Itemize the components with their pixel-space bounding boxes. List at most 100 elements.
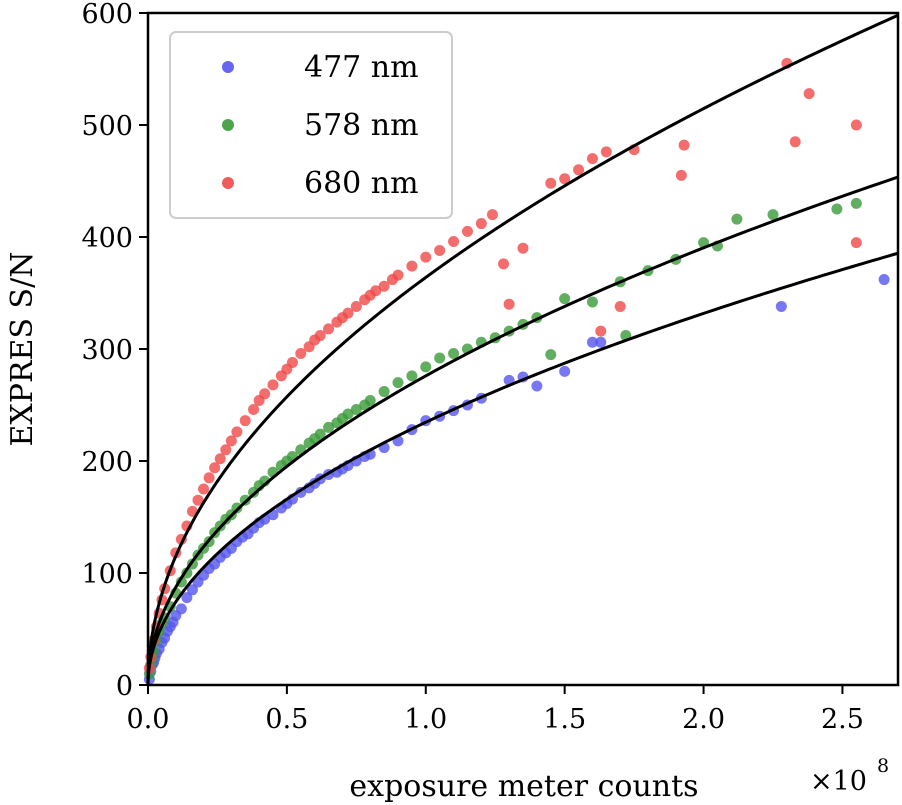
legend: 477 nm 578 nm 680 nm: [169, 31, 453, 219]
y-tick-label: 200: [81, 447, 133, 478]
legend-marker: [222, 177, 234, 189]
data-point-680-nm: [803, 88, 815, 100]
data-point-578-nm: [850, 197, 862, 209]
y-tick-label: 400: [81, 223, 133, 254]
data-point-578-nm: [434, 352, 446, 364]
data-point-680-nm: [225, 435, 237, 447]
x-tick-label: 0.0: [127, 704, 170, 735]
data-point-680-nm: [295, 347, 307, 359]
data-point-680-nm: [378, 280, 390, 292]
ticks-layer: 0.0 0.5 1.0 1.5 2.0 2.5 0 100 200 300 400 500 600: [81, 0, 863, 735]
data-point-680-nm: [517, 242, 529, 254]
data-point-680-nm: [498, 258, 510, 270]
data-point-680-nm: [323, 323, 335, 335]
data-point-680-nm: [203, 472, 215, 484]
data-point-477-nm: [586, 336, 598, 348]
legend-marker: [222, 119, 234, 131]
data-point-680-nm: [239, 415, 251, 427]
data-point-680-nm: [342, 307, 354, 319]
data-point-477-nm: [595, 336, 607, 348]
legend-label: 578 nm: [304, 108, 419, 143]
data-point-680-nm: [209, 462, 221, 474]
y-axis-label: EXPRES S/N: [5, 252, 40, 447]
data-point-680-nm: [573, 164, 585, 176]
data-point-477-nm: [559, 365, 571, 377]
data-point-578-nm: [364, 395, 376, 407]
data-point-680-nm: [559, 173, 571, 185]
data-point-680-nm: [370, 285, 382, 297]
data-point-680-nm: [486, 209, 498, 221]
data-point-680-nm: [214, 453, 226, 465]
data-point-680-nm: [248, 403, 260, 415]
data-point-680-nm: [350, 300, 362, 312]
data-point-578-nm: [767, 209, 779, 221]
data-point-680-nm: [461, 225, 473, 237]
data-point-680-nm: [850, 119, 862, 131]
data-point-680-nm: [850, 237, 862, 249]
data-point-578-nm: [731, 213, 743, 225]
fit-curves-layer: [146, 13, 899, 686]
data-point-477-nm: [775, 300, 787, 312]
x-tick-label: 2.0: [682, 704, 725, 735]
x-multiplier-exponent: 8: [877, 755, 889, 777]
y-tick-label: 100: [81, 559, 133, 590]
data-point-680-nm: [198, 483, 210, 495]
fit-curve-680-nm: [146, 13, 899, 686]
fit-curve-477-nm: [146, 251, 899, 686]
data-point-578-nm: [559, 293, 571, 305]
data-point-578-nm: [831, 203, 843, 215]
data-point-578-nm: [392, 377, 404, 389]
data-point-680-nm: [614, 300, 626, 312]
data-point-680-nm: [678, 139, 690, 151]
y-tick-label: 300: [81, 335, 133, 366]
data-point-680-nm: [314, 330, 326, 342]
fit-curve-578-nm: [146, 175, 899, 686]
y-tick-label: 600: [81, 0, 133, 30]
data-point-578-nm: [586, 296, 598, 308]
x-tick-label: 0.5: [265, 704, 308, 735]
data-point-578-nm: [342, 408, 354, 420]
data-point-578-nm: [378, 386, 390, 398]
data-point-477-nm: [186, 584, 198, 596]
data-point-477-nm: [181, 592, 193, 604]
x-multiplier-label: ×10: [810, 766, 867, 797]
data-point-680-nm: [434, 244, 446, 256]
legend-label: 680 nm: [304, 166, 419, 201]
x-tick-label: 1.5: [543, 704, 586, 735]
data-point-578-nm: [420, 361, 432, 373]
data-point-680-nm: [192, 494, 204, 506]
data-point-680-nm: [231, 426, 243, 438]
data-point-578-nm: [406, 370, 418, 382]
data-point-680-nm: [267, 379, 279, 391]
data-point-680-nm: [675, 169, 687, 181]
x-tick-label: 1.0: [404, 704, 447, 735]
data-point-477-nm: [175, 603, 187, 615]
data-point-680-nm: [392, 269, 404, 281]
y-tick-label: 500: [81, 111, 133, 142]
data-point-578-nm: [545, 349, 557, 361]
data-point-578-nm: [448, 347, 460, 359]
data-point-578-nm: [350, 403, 362, 415]
legend-marker: [222, 61, 234, 73]
data-point-680-nm: [406, 260, 418, 272]
data-point-680-nm: [420, 251, 432, 263]
data-point-680-nm: [286, 356, 298, 368]
data-point-680-nm: [448, 235, 460, 247]
x-axis-label: exposure meter counts: [349, 769, 698, 804]
data-point-680-nm: [595, 325, 607, 337]
y-tick-label: 0: [116, 671, 133, 702]
data-point-578-nm: [314, 428, 326, 440]
legend-box: [169, 31, 453, 219]
plot-frame: [146, 11, 900, 687]
data-point-680-nm: [220, 444, 232, 456]
data-point-680-nm: [600, 146, 612, 158]
points-layer: [143, 57, 890, 685]
data-point-680-nm: [586, 153, 598, 165]
data-point-680-nm: [259, 388, 271, 400]
data-point-477-nm: [531, 380, 543, 392]
data-point-680-nm: [545, 177, 557, 189]
legend-label: 477 nm: [304, 50, 419, 85]
data-point-680-nm: [503, 298, 515, 310]
